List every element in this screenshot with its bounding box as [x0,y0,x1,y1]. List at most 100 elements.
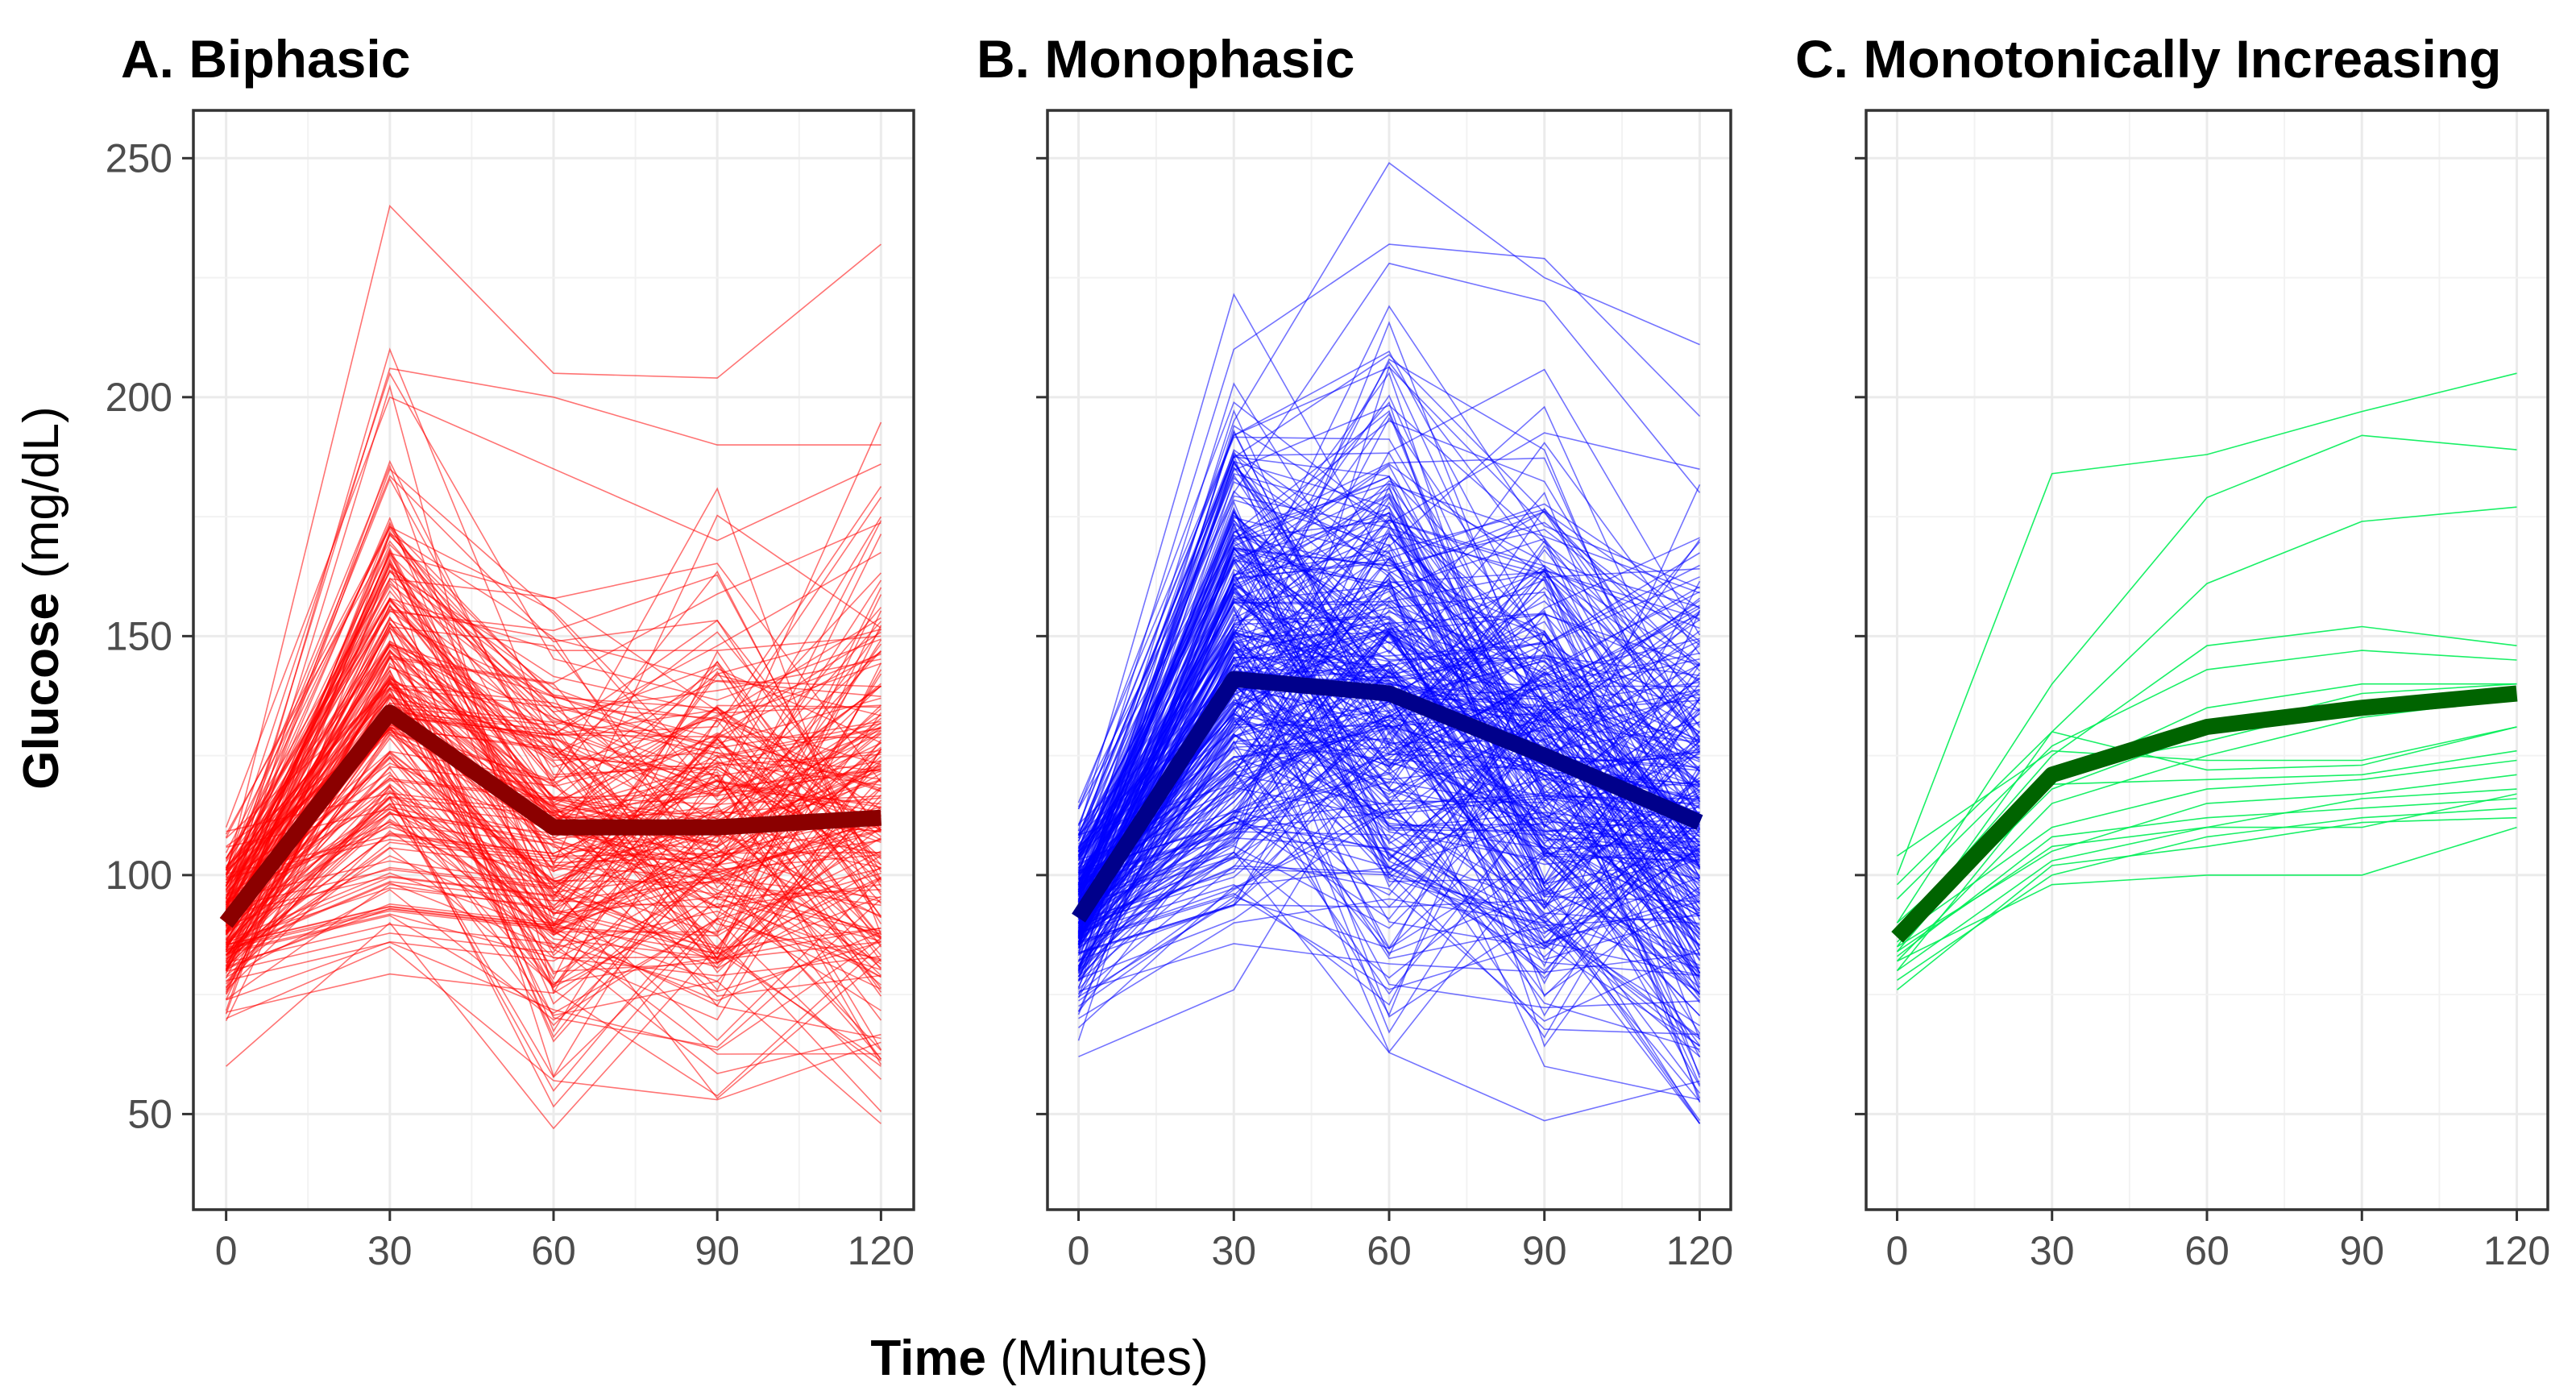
individual-curve-s2 [1896,434,2517,924]
individual-curve [226,756,881,977]
individual-curve-s5 [1896,650,2517,900]
x-tick-label: 0 [215,1228,238,1273]
individual-curve [225,619,881,961]
x-tick-label: 120 [848,1228,915,1273]
y-axis-label: Glucose (mg/dL) [14,406,69,789]
individual-curve [1078,770,1700,936]
individual-curve-s20 [1897,793,2517,953]
x-axis-label-bold: Time [870,1331,986,1386]
panel-title-monotonic: C. Monotonically Increasing [1795,29,2501,89]
individual-curve [226,779,882,989]
gridlines [193,110,914,1210]
panel-monophasic: B. Monophasic 0 30 60 90 120 [977,29,1733,1273]
x-axis-label: Time (Minutes) [870,1331,1208,1386]
individual-curve [226,878,881,1051]
individual-curve [1078,831,1700,943]
individual-curves [1077,162,1701,1124]
individual-curve [1077,718,1700,962]
individual-curve [226,754,882,993]
individual-curve [225,683,881,964]
individual-curve [225,642,881,934]
individual-curve [226,787,881,969]
mean-curve [219,704,881,928]
individual-curve-low-2 [226,945,881,1101]
individual-curve [225,579,881,969]
mean-curve [1891,685,2518,943]
individual-curve [225,514,881,888]
individual-curve [1077,557,1700,933]
individual-curve [225,608,881,859]
individual-curve [226,722,881,911]
individual-curve [1077,705,1700,915]
individual-curve [1077,366,1700,825]
individual-curve-s11 [1896,726,2517,886]
panel-monotonic: C. Monotonically Increasing 0 30 60 90 120 [1795,29,2550,1273]
individual-curve [1077,647,1701,907]
x-axis-label-space [986,1331,1000,1386]
individual-curve [1078,669,1700,944]
individual-curve [1077,488,1700,860]
individual-curve [1077,608,1701,1124]
individual-curve [226,810,881,952]
x-axis-label-units: (Minutes) [1000,1331,1208,1386]
individual-curve [1077,546,1700,911]
y-axis-label-bold: Glucose [14,592,69,790]
individual-curve [1078,899,1701,1121]
individual-curve [226,783,881,956]
panel-title-biphasic: A. Biphasic [121,29,410,89]
individual-curve-s16 [1897,798,2517,957]
individual-curve [1077,429,1701,1086]
individual-curve [225,649,881,897]
individual-curve [226,826,881,907]
individual-curve [1077,354,1701,837]
plot-area-monotonic: 0 30 60 90 120 [1855,109,2550,1273]
x-tick-label: 90 [695,1228,740,1273]
x-tick-label: 120 [1666,1228,1733,1273]
individual-curve [226,907,881,1112]
individual-curve-high-2 [1077,243,1701,852]
individual-curve-s18 [1896,816,2517,990]
individual-curve [1077,694,1700,1009]
individual-curve-low-2 [1078,898,1701,1057]
y-axis-label-units: (mg/dL) [14,406,69,579]
individual-curve [1077,475,1701,866]
y-tick-label: 200 [106,375,172,420]
individual-curve [225,477,881,887]
individual-curve [226,811,881,1027]
gridlines [1866,110,2548,1210]
individual-curve [226,737,882,938]
individual-curve [225,785,882,1016]
individual-curve [225,384,881,995]
individual-curve-s6 [1896,683,2517,972]
individual-curve-high-2 [225,367,881,899]
individual-curve [1077,526,1700,893]
x-tick-label: 90 [2339,1228,2384,1273]
individual-curve [1077,639,1701,952]
individual-curve [1077,733,1701,958]
x-tick-label: 60 [2184,1228,2230,1273]
individual-curve [1077,492,1701,974]
y-tick-label: 50 [127,1091,172,1136]
individual-curve [1077,747,1701,950]
individual-curve [226,867,881,1001]
individual-curve [1078,714,1701,949]
individual-curve [1077,586,1701,1053]
individual-curve [1077,293,1700,832]
individual-curve-s4 [1896,625,2517,933]
x-tick-label: 0 [1068,1228,1090,1273]
individual-curves [225,205,882,1130]
individual-curve [1077,724,1701,1016]
individual-curve [1077,534,1701,942]
individual-curve [1077,467,1700,904]
individual-curve [226,671,882,947]
individual-curve [225,696,882,948]
individual-curve [225,683,881,886]
individual-curve [1077,580,1701,884]
x-tick-label: 120 [2483,1228,2550,1273]
individual-curve-s3 [1896,506,2517,948]
plot-area-monophasic: 0 30 60 90 120 [1036,109,1733,1273]
individual-curve [1077,401,1700,810]
individual-curve [1077,641,1700,1034]
individual-curve-s13 [1897,759,2517,938]
